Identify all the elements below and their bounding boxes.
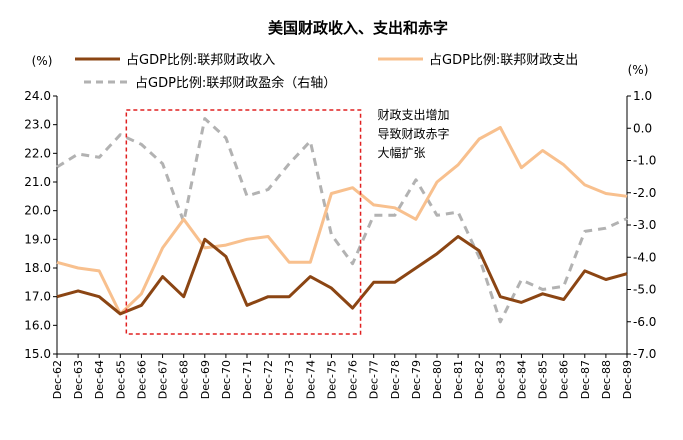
left-tick-label: 19.0 — [24, 232, 51, 246]
x-tick-label: Dec-81 — [452, 360, 465, 399]
left-tick-label: 17.0 — [24, 290, 51, 304]
right-tick-label: -4.0 — [633, 250, 656, 264]
x-tick-label: Dec-70 — [220, 360, 233, 399]
x-tick-label: Dec-84 — [515, 360, 528, 399]
right-tick-label: 1.0 — [633, 89, 652, 103]
legend-revenue-label: 占GDP比例:联邦财政收入 — [126, 53, 275, 68]
legend-expenditure-label: 占GDP比例:联邦财政支出 — [429, 53, 578, 68]
x-axis-ticks: Dec-62 Dec-63 Dec-64 Dec-65 Dec-66 Dec-67 Dec-… — [51, 354, 634, 399]
left-axis-ticks: 24.0 23.0 22.0 21.0 20.0 19.0 18.0 17.0 16.0 15.0 — [24, 89, 57, 361]
right-tick-label: -3.0 — [633, 218, 656, 232]
left-tick-label: 22.0 — [24, 146, 51, 160]
left-tick-label: 18.0 — [24, 261, 51, 275]
x-tick-label: Dec-63 — [72, 360, 85, 399]
right-tick-label: -2.0 — [633, 186, 656, 200]
x-tick-label: Dec-86 — [558, 360, 571, 399]
right-axis-ticks: 1.0 0.0 -1.0 -2.0 -3.0 -4.0 -5.0 -6.0 -7.0 — [627, 89, 656, 361]
series-line-0 — [56, 235, 628, 316]
x-tick-label: Dec-69 — [199, 360, 212, 399]
chart-title: 美国财政收入、支出和赤字 — [268, 19, 448, 37]
right-tick-label: -7.0 — [633, 347, 656, 361]
x-tick-label: Dec-71 — [241, 360, 254, 399]
axis-lines — [56, 96, 628, 355]
x-tick-label: Dec-66 — [135, 360, 148, 399]
series-line-2 — [56, 117, 628, 324]
x-tick-label: Dec-89 — [621, 360, 634, 399]
right-tick-label: -1.0 — [633, 154, 656, 168]
left-axis-unit: (%) — [32, 54, 53, 68]
x-tick-label: Dec-68 — [178, 360, 191, 399]
x-tick-label: Dec-82 — [473, 360, 486, 399]
left-tick-label: 16.0 — [24, 318, 51, 332]
x-tick-label: Dec-80 — [431, 360, 444, 399]
annotation-text: 财政支出增加导致财政赤字大幅扩张 — [378, 108, 450, 160]
x-tick-label: Dec-76 — [347, 360, 360, 399]
x-tick-label: Dec-74 — [304, 360, 317, 399]
x-tick-label: Dec-87 — [579, 360, 592, 399]
right-tick-label: -6.0 — [633, 315, 656, 329]
x-tick-label: Dec-73 — [283, 360, 296, 399]
x-tick-label: Dec-77 — [368, 360, 381, 399]
x-tick-label: Dec-72 — [262, 360, 275, 399]
x-tick-label: Dec-75 — [325, 360, 338, 399]
right-tick-label: 0.0 — [633, 121, 652, 135]
right-axis-unit: (%) — [628, 63, 649, 77]
x-tick-label: Dec-79 — [410, 360, 423, 399]
legend: 占GDP比例:联邦财政收入 占GDP比例:联邦财政支出 占GDP比例:联邦财政盈… — [75, 53, 578, 91]
left-tick-label: 24.0 — [24, 89, 51, 103]
right-tick-label: -5.0 — [633, 283, 656, 297]
highlight-box — [125, 109, 362, 335]
x-tick-label: Dec-62 — [51, 360, 64, 399]
legend-surplus-label: 占GDP比例:联邦财政盈余（右轴） — [135, 75, 336, 91]
left-tick-label: 15.0 — [24, 347, 51, 361]
x-tick-label: Dec-85 — [537, 360, 550, 399]
left-tick-label: 21.0 — [24, 175, 51, 189]
x-tick-label: Dec-78 — [389, 360, 402, 399]
left-tick-label: 20.0 — [24, 204, 51, 218]
series-line-1 — [56, 126, 628, 316]
x-tick-label: Dec-83 — [494, 360, 507, 399]
x-tick-label: Dec-64 — [93, 360, 106, 399]
series-layer — [56, 117, 628, 324]
x-tick-label: Dec-65 — [114, 360, 127, 399]
x-tick-label: Dec-88 — [600, 360, 613, 399]
left-tick-label: 23.0 — [24, 118, 51, 132]
x-tick-label: Dec-67 — [157, 360, 170, 399]
